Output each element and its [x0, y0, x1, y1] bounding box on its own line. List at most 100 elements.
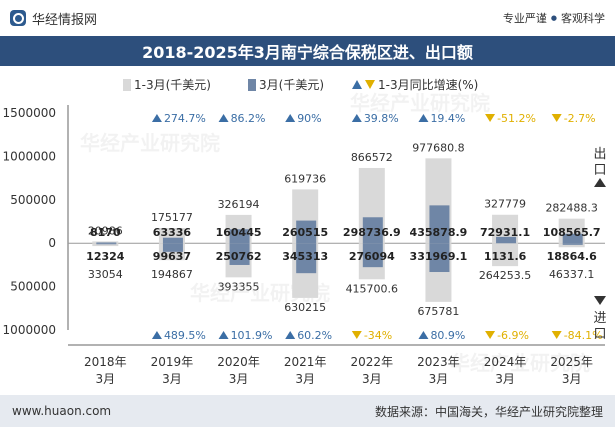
bar-month-export — [562, 233, 583, 244]
x-tick-label: 3月 — [562, 372, 582, 386]
x-tick-label: 3月 — [229, 372, 249, 386]
y-tick-label: 1500000 — [3, 106, 56, 120]
label-cumulative-export: 20986 — [88, 224, 123, 237]
growth-export-label: -51.2% — [497, 112, 536, 125]
label-month-import: 12324 — [86, 250, 125, 263]
tagline-left: 专业严谨 — [502, 12, 547, 25]
growth-import-down-icon — [351, 331, 362, 339]
bar-month-import — [296, 243, 317, 274]
growth-import-label: -6.9% — [497, 329, 529, 342]
brand: 华经情报网 — [10, 9, 97, 28]
label-month-import: 331969.1 — [410, 250, 468, 263]
label-month-export: 72931.1 — [480, 226, 530, 239]
bar-cumulative-export — [92, 241, 119, 244]
x-tick-label: 2021年 — [284, 355, 327, 369]
x-tick-label: 2023年 — [417, 355, 460, 369]
side-label-import: 口 — [593, 327, 606, 342]
label-cumulative-import: 393355 — [218, 280, 260, 293]
growth-import-label: 101.9% — [231, 329, 273, 342]
growth-export-up-icon — [418, 114, 429, 122]
legend-cumulative-swatch — [123, 79, 131, 91]
footer: www.huaon.com 数据来源：中国海关，华经产业研究院整理 — [0, 395, 615, 427]
growth-import-up-icon — [418, 331, 429, 339]
import-arrow-down-icon — [594, 296, 606, 305]
side-label-export: 出 — [593, 147, 606, 162]
bar-month-import — [96, 243, 117, 245]
y-tick-label: 500000 — [10, 280, 56, 294]
bar-month-export — [296, 220, 317, 244]
label-cumulative-export: 326194 — [218, 198, 260, 211]
growth-export-up-icon — [351, 114, 362, 122]
growth-import-up-icon — [218, 331, 229, 339]
label-cumulative-export: 282488.3 — [545, 202, 598, 215]
label-cumulative-import: 194867 — [151, 268, 193, 281]
bar-month-export — [496, 236, 517, 244]
x-tick-label: 2020年 — [217, 355, 260, 369]
label-cumulative-export: 977680.8 — [412, 141, 465, 154]
x-tick-label: 2022年 — [351, 355, 394, 369]
label-cumulative-import: 46337.1 — [549, 268, 595, 281]
legend-growth-down-icon — [365, 80, 375, 89]
x-tick-label: 3月 — [295, 372, 315, 386]
x-tick-label: 2024年 — [484, 355, 527, 369]
label-cumulative-import: 415700.6 — [346, 282, 399, 295]
bar-cumulative-import — [92, 243, 119, 247]
label-cumulative-import: 675781 — [417, 305, 459, 318]
label-cumulative-export: 866572 — [351, 151, 393, 164]
label-cumulative-import: 264253.5 — [479, 269, 532, 282]
huajing-logo-icon — [10, 10, 26, 26]
y-tick-label: 1000000 — [3, 323, 56, 337]
growth-import-down-icon — [485, 331, 496, 339]
side-label-export: 口 — [593, 163, 606, 178]
x-tick-label: 2018年 — [84, 355, 127, 369]
x-tick-label: 3月 — [429, 372, 449, 386]
bar-month-export — [429, 205, 450, 244]
label-month-export: 160445 — [216, 226, 262, 239]
top-bar: 华经情报网 专业严谨 ● 客观科学 — [0, 0, 615, 36]
x-tick-label: 3月 — [495, 372, 515, 386]
x-tick-label: 2019年 — [151, 355, 194, 369]
bar-cumulative-import — [558, 243, 585, 248]
growth-export-label: 90% — [297, 112, 321, 125]
growth-export-label: 86.2% — [231, 112, 266, 125]
label-month-import: 18864.6 — [547, 250, 597, 263]
y-tick-label: 500000 — [10, 193, 56, 207]
bar-month-export — [229, 229, 250, 244]
tagline: 专业严谨 ● 客观科学 — [503, 10, 605, 26]
growth-export-up-icon — [285, 114, 296, 122]
label-month-import: 345313 — [282, 250, 328, 263]
label-cumulative-export: 175177 — [151, 211, 193, 224]
bar-month-import — [562, 243, 583, 245]
x-tick-label: 3月 — [362, 372, 382, 386]
growth-import-label: -84.1% — [564, 329, 603, 342]
legend-cumulative-label: 1-3月(千美元) — [134, 78, 211, 92]
export-arrow-up-icon — [594, 178, 606, 187]
y-tick-label: 1000000 — [3, 149, 56, 163]
label-month-export: 108565.7 — [543, 226, 601, 239]
growth-import-label: -34% — [364, 329, 392, 342]
legend-month-label: 3月(千美元) — [259, 78, 324, 92]
label-month-import: 99637 — [153, 250, 191, 263]
x-tick-label: 2025年 — [550, 355, 593, 369]
bar-month-import — [162, 243, 183, 252]
watermark-text: 华经产业研究院 — [350, 91, 490, 115]
growth-import-label: 80.9% — [430, 329, 465, 342]
growth-import-up-icon — [285, 331, 296, 339]
bar-month-import — [362, 243, 383, 268]
label-month-export: 8170 — [90, 226, 121, 239]
brand-name: 华经情报网 — [32, 12, 98, 28]
growth-export-up-icon — [218, 114, 229, 122]
label-cumulative-export: 619736 — [284, 172, 326, 185]
bar-month-import — [229, 243, 250, 265]
bar-month-export — [162, 237, 183, 244]
x-tick-label: 3月 — [95, 372, 115, 386]
tagline-right: 客观科学 — [561, 12, 605, 25]
footer-url[interactable]: www.huaon.com — [12, 404, 112, 418]
footer-source: 数据来源：中国海关，华经产业研究院整理 — [374, 404, 603, 419]
watermark-text: 华经产业研究院 — [450, 351, 590, 375]
growth-import-up-icon — [151, 331, 162, 339]
label-month-export: 298736.9 — [343, 226, 401, 239]
tagline-separator: ● — [550, 14, 557, 22]
bar-month-export — [96, 242, 117, 244]
